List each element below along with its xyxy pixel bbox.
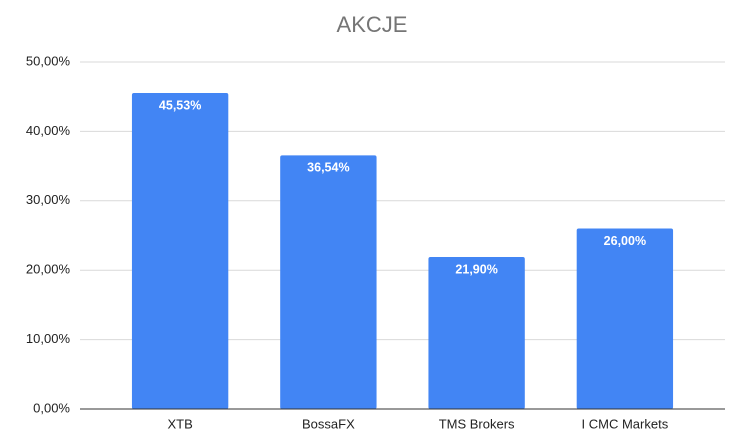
x-tick-label: XTB <box>167 416 192 431</box>
bar <box>576 228 674 409</box>
y-tick-label: 50,00% <box>26 53 71 68</box>
bar <box>428 257 525 409</box>
bar <box>280 155 377 409</box>
y-tick-label: 10,00% <box>26 331 71 346</box>
x-tick-label: TMS Brokers <box>439 416 515 431</box>
y-tick-label: 40,00% <box>26 123 71 138</box>
bar <box>131 93 229 410</box>
y-tick-label: 30,00% <box>26 192 71 207</box>
chart-title: AKCJE <box>337 12 408 37</box>
data-label: 21,90% <box>455 262 497 276</box>
data-label: 26,00% <box>604 234 646 248</box>
x-tick-label: I CMC Markets <box>582 416 669 431</box>
data-label: 36,54% <box>307 161 349 175</box>
x-tick-label: BossaFX <box>302 416 355 431</box>
y-tick-label: 0,00% <box>33 400 70 415</box>
y-tick-label: 20,00% <box>26 262 71 277</box>
data-label: 45,53% <box>159 98 201 112</box>
